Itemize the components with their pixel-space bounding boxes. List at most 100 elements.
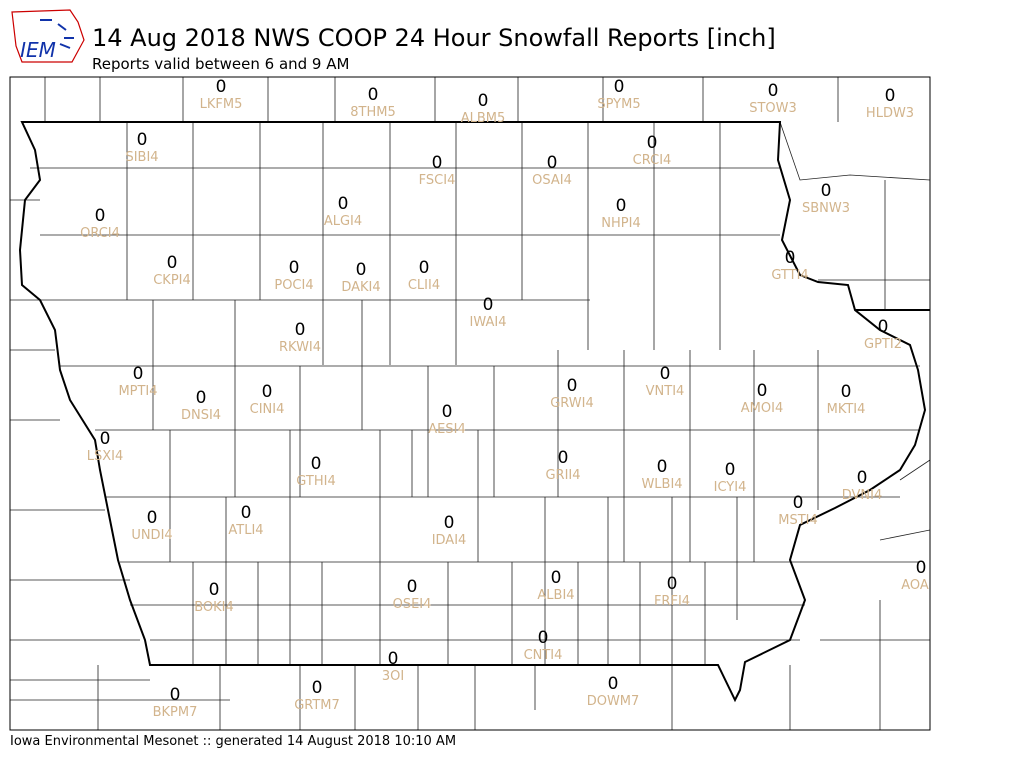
- station-value: 0: [567, 376, 578, 396]
- footer: Iowa Environmental Mesonet :: generated …: [10, 734, 456, 749]
- station-value: 0: [196, 388, 207, 408]
- station-id: ALGI4: [324, 214, 362, 229]
- station-id: FRFI4: [654, 594, 690, 609]
- station-value: 0: [551, 568, 562, 588]
- station-value: 0: [209, 580, 220, 600]
- station-value: 0: [793, 493, 804, 513]
- station-value: 0: [100, 429, 111, 449]
- station-value: 0: [312, 678, 323, 698]
- station-id: STOW3: [749, 101, 797, 116]
- station-id: MPTI4: [118, 384, 157, 399]
- station-value: 0: [725, 460, 736, 480]
- station-value: 0: [167, 253, 178, 273]
- station-id: GRTM7: [294, 698, 340, 713]
- station-value: 0: [841, 382, 852, 402]
- station-id: GRII4: [545, 468, 580, 483]
- station-value: 0: [356, 260, 367, 280]
- station-id: SIBI4: [125, 150, 158, 165]
- station-value: 0: [657, 457, 668, 477]
- station-value: 0: [170, 685, 181, 705]
- station-value: 0: [216, 77, 227, 97]
- station-id: SBNW3: [802, 201, 850, 216]
- station-id: VNTI4: [646, 384, 685, 399]
- logo-text: IEM: [20, 38, 56, 62]
- station-value: 0: [432, 153, 443, 173]
- station-id: AESI4: [428, 422, 465, 437]
- station-id: OSEI4: [393, 597, 432, 612]
- station-id: AMOI4: [741, 401, 783, 416]
- station-value: 0: [614, 77, 625, 97]
- station-value: 0: [608, 674, 619, 694]
- station-value: 0: [616, 196, 627, 216]
- station-value: 0: [262, 382, 273, 402]
- station-id: SPYM5: [597, 97, 640, 112]
- station-value: 0: [538, 628, 549, 648]
- station-id: GPTI2: [864, 337, 902, 352]
- station-value: 0: [885, 86, 896, 106]
- station-id: CNTI4: [524, 648, 563, 663]
- station-value: 0: [757, 381, 768, 401]
- station-value: 0: [660, 364, 671, 384]
- station-id: BKPM7: [153, 705, 198, 720]
- station-id: UNDI4: [131, 528, 172, 543]
- station-id: OSAI4: [532, 173, 572, 188]
- station-value: 0: [442, 402, 453, 422]
- title: 14 Aug 2018 NWS COOP 24 Hour Snowfall Re…: [92, 24, 776, 52]
- station-value: 0: [137, 130, 148, 150]
- station-value: 0: [768, 81, 779, 101]
- logo: IEM: [11, 9, 85, 63]
- station-id: DNSI4: [181, 408, 221, 423]
- station-value: 0: [916, 558, 927, 578]
- station-id: DAKI4: [341, 280, 380, 295]
- station-value: 0: [821, 181, 832, 201]
- station-value: 0: [388, 649, 399, 669]
- station-value: 0: [95, 206, 106, 226]
- station-id: 3OI: [382, 669, 404, 684]
- map-lines: [10, 77, 930, 730]
- station-value: 0: [147, 508, 158, 528]
- station-id: IWAI4: [470, 315, 507, 330]
- station-value: 0: [667, 574, 678, 594]
- station-value: 0: [558, 448, 569, 468]
- station-id: CINI4: [250, 402, 285, 417]
- station-id: AOA: [901, 578, 929, 593]
- station-id: GRWI4: [550, 396, 594, 411]
- station-value: 0: [407, 577, 418, 597]
- station-id: CRCI4: [633, 153, 672, 168]
- station-id: RKWI4: [279, 340, 321, 355]
- station-id: MSTI4: [778, 513, 818, 528]
- station-id: IDAI4: [432, 533, 467, 548]
- station-id: ATLI4: [228, 523, 263, 538]
- station-value: 0: [444, 513, 455, 533]
- station-value: 0: [241, 503, 252, 523]
- station-id: HLDW3: [866, 106, 914, 121]
- station-id: MKTI4: [827, 402, 866, 417]
- station-id: LKFM5: [200, 97, 243, 112]
- station-value: 0: [368, 85, 379, 105]
- station-id: GTTI4: [771, 268, 808, 283]
- station-id: WLBI4: [641, 477, 682, 492]
- station-id: ALBM5: [461, 111, 506, 126]
- station-value: 0: [878, 317, 889, 337]
- station-value: 0: [311, 454, 322, 474]
- station-value: 0: [785, 248, 796, 268]
- subtitle: Reports valid between 6 and 9 AM: [92, 55, 349, 73]
- station-id: 8THM5: [350, 105, 395, 120]
- station-id: LSXI4: [87, 449, 124, 464]
- station-id: ORCI4: [80, 226, 120, 241]
- station-value: 0: [483, 295, 494, 315]
- station-value: 0: [338, 194, 349, 214]
- station-value: 0: [419, 258, 430, 278]
- station-id: NHPI4: [601, 216, 640, 231]
- station-id: DVNI4: [842, 488, 883, 503]
- station-value: 0: [647, 133, 658, 153]
- station-value: 0: [857, 468, 868, 488]
- station-id: CLII4: [408, 278, 440, 293]
- station-id: ALBI4: [537, 588, 574, 603]
- station-id: ICYI4: [714, 480, 747, 495]
- station-id: POCI4: [274, 278, 313, 293]
- station-value: 0: [547, 153, 558, 173]
